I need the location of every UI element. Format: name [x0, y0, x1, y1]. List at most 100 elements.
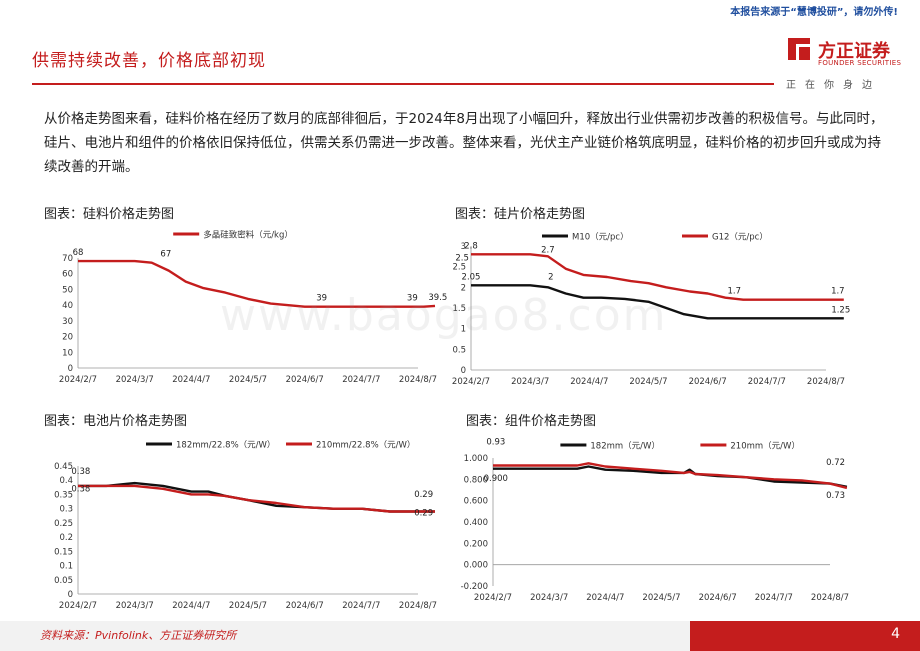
- series-line: [78, 484, 435, 513]
- cell-price-chart: 0 0.05 0.1 0.15 0.2 0.25 0.3 0.35 0.4 0.45 2024/2/…: [40, 430, 437, 612]
- y-tick-label: 0.000: [464, 561, 488, 571]
- x-tick-label: 2024/4/7: [570, 377, 608, 387]
- series-line: [493, 462, 848, 490]
- x-tick-label: 2024/3/7: [511, 377, 549, 387]
- legend-label: G12（元/pc）: [712, 232, 768, 243]
- data-label: 2.05: [462, 272, 481, 282]
- y-tick-label: 0.600: [464, 497, 488, 507]
- founder-securities-logo: 方正证券 FOUNDER SECURITIES 正在你身边: [784, 34, 904, 94]
- legend-label: 182mm/22.8%（元/W）: [176, 440, 275, 451]
- logo-slogan: 正在你身边: [786, 80, 881, 91]
- x-tick-label: 2024/5/7: [229, 375, 267, 385]
- series-line: [78, 481, 435, 513]
- wafer-price-chart: 0 0.5 1 1.5 2 2.5 3 2024/2/7 2024/3/7 2024/4/7 202…: [445, 222, 850, 402]
- x-tick-label: 2024/6/7: [286, 375, 324, 385]
- x-tick-label: 2024/5/7: [642, 593, 680, 603]
- data-label: 1.7: [728, 287, 742, 297]
- series-line: [471, 253, 844, 301]
- legend-label: 182mm（元/W）: [590, 441, 660, 452]
- body-paragraph: 从价格走势图来看，硅料价格在经历了数月的底部徘徊后，于2024年8月出现了小幅回…: [44, 111, 884, 175]
- footer-accent: [690, 621, 920, 651]
- caption-cell: 图表：电池片价格走势图: [44, 414, 188, 429]
- y-tick-label: 50: [62, 285, 73, 295]
- y-tick-label: 0.05: [54, 576, 73, 586]
- silicon-chart-svg: 0 10 20 30 40 50 60 70 2024/2/7 2024/3/7 2024/4/7 2…: [59, 230, 447, 386]
- x-tick-label: 2024/4/7: [172, 375, 210, 385]
- x-tick-label: 2024/6/7: [286, 601, 324, 611]
- data-label: 67: [160, 250, 171, 260]
- x-tick-label: 2024/2/7: [59, 601, 97, 611]
- y-tick-label: 3: [461, 242, 466, 252]
- series-line: [471, 284, 844, 320]
- y-tick-label: 0.1: [59, 562, 73, 572]
- data-label: 2: [548, 272, 553, 282]
- y-tick-label: 2.5: [452, 263, 466, 273]
- data-label: 2.7: [541, 245, 555, 255]
- data-label: 39.5: [428, 293, 447, 303]
- x-tick-label: 2024/8/7: [399, 375, 437, 385]
- y-tick-label: 10: [62, 348, 73, 358]
- logo-name-cn: 方正证券: [818, 41, 890, 62]
- legend-label: M10（元/pc）: [572, 232, 629, 243]
- data-label: 0.29: [414, 508, 433, 518]
- data-label: 0.72: [826, 458, 845, 468]
- source-warning-note: 本报告来源于“慧博投研”，请勿外传!: [730, 7, 898, 18]
- x-tick-label: 2024/3/7: [116, 375, 154, 385]
- y-tick-label: 1.5: [452, 304, 466, 314]
- logo-name-en: FOUNDER SECURITIES: [818, 59, 902, 67]
- y-tick-label: 0.400: [464, 518, 488, 528]
- data-label: 2.8: [464, 241, 478, 251]
- page-number: 4: [891, 626, 900, 642]
- y-tick-label: 0.25: [54, 519, 73, 529]
- y-tick-label: 0: [461, 366, 466, 376]
- data-label: 1.25: [831, 305, 850, 315]
- y-tick-label: 20: [62, 333, 73, 343]
- y-tick-label: 70: [62, 254, 73, 264]
- y-tick-label: -0.200: [461, 582, 488, 592]
- data-label: 0.73: [826, 491, 845, 501]
- x-tick-label: 2024/3/7: [530, 593, 568, 603]
- wafer-chart-svg: 0 0.5 1 1.5 2 2.5 3 2024/2/7 2024/3/7 2024/4/7 202…: [452, 232, 850, 388]
- x-tick-label: 2024/6/7: [699, 593, 737, 603]
- data-label: 68: [73, 248, 84, 258]
- data-label: 0.38: [71, 467, 90, 477]
- data-label: 1.7: [831, 287, 845, 297]
- x-tick-label: 2024/7/7: [342, 601, 380, 611]
- x-tick-label: 2024/7/7: [342, 375, 380, 385]
- y-tick-label: 0.45: [54, 462, 73, 472]
- page-title: 供需持续改善，价格底部初现: [32, 51, 266, 71]
- x-tick-label: 2024/8/7: [807, 377, 845, 387]
- y-tick-label: 0.3: [59, 505, 73, 515]
- y-tick-label: 0.5: [452, 345, 466, 355]
- x-tick-label: 2024/4/7: [172, 601, 210, 611]
- data-label: 0.93: [486, 438, 505, 448]
- y-tick-label: 60: [62, 270, 73, 280]
- x-tick-label: 2024/7/7: [755, 593, 793, 603]
- x-tick-label: 2024/2/7: [452, 377, 490, 387]
- data-label: 0.900: [484, 474, 508, 484]
- x-tick-label: 2024/5/7: [629, 377, 667, 387]
- caption-silicon: 图表：硅料价格走势图: [44, 207, 175, 222]
- y-tick-label: 0.4: [59, 476, 73, 486]
- x-tick-label: 2024/8/7: [399, 601, 437, 611]
- caption-module: 图表：组件价格走势图: [466, 414, 597, 429]
- caption-wafer: 图表：硅片价格走势图: [455, 207, 586, 222]
- y-tick-label: 0: [68, 364, 73, 374]
- y-tick-label: 1: [461, 325, 466, 335]
- x-tick-label: 2024/7/7: [748, 377, 786, 387]
- founder-logo-mark-icon: [788, 38, 810, 60]
- data-label: 0.29: [414, 490, 433, 500]
- y-tick-label: 0.2: [59, 533, 73, 543]
- y-tick-label: 0.35: [54, 490, 73, 500]
- x-tick-label: 2024/2/7: [474, 593, 512, 603]
- title-divider: [32, 83, 774, 85]
- y-tick-label: 30: [62, 317, 73, 327]
- footer-source: 资料来源：Pvinfolink、方正证券研究所: [40, 629, 237, 642]
- cell-chart-svg: 0 0.05 0.1 0.15 0.2 0.25 0.3 0.35 0.4 0.45 2024/2/…: [54, 440, 437, 612]
- data-label: 2.5: [455, 254, 469, 264]
- y-tick-label: 1.000: [464, 454, 488, 464]
- y-tick-label: 0.200: [464, 539, 488, 549]
- x-tick-label: 2024/3/7: [116, 601, 154, 611]
- module-price-chart: -0.200 0.000 0.200 0.400 0.600 0.800 1.000 2024…: [445, 430, 850, 610]
- y-tick-label: 0.15: [54, 547, 73, 557]
